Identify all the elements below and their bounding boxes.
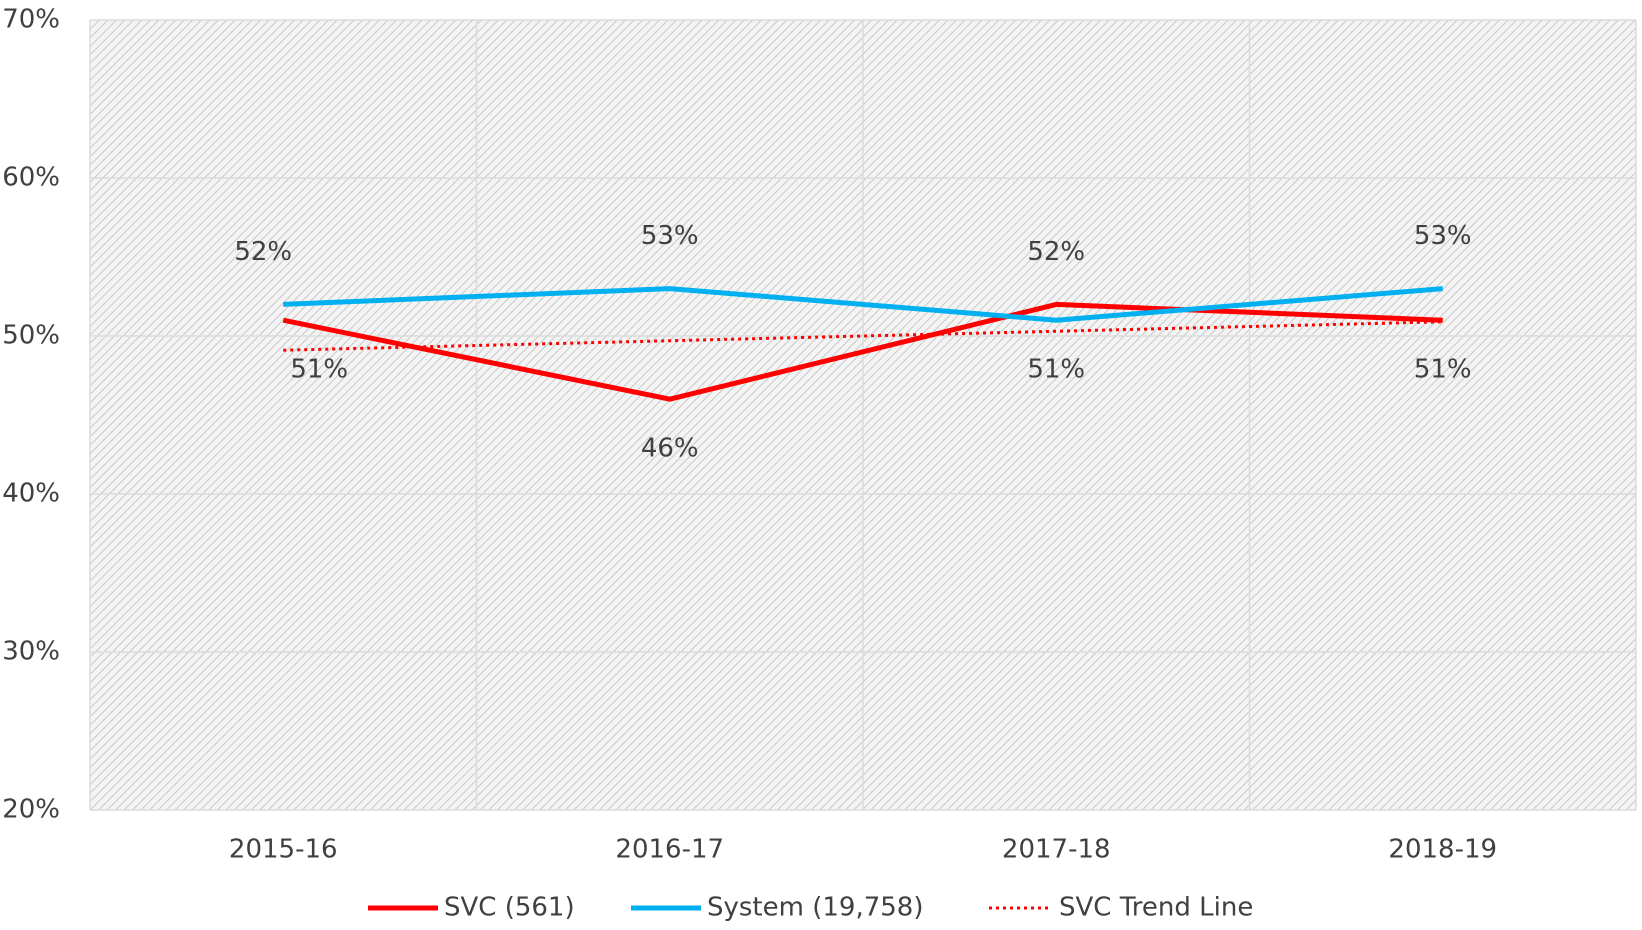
data-label: 53% (641, 221, 699, 251)
y-tick-label: 50% (2, 321, 60, 351)
x-tick-label: 2016-17 (615, 835, 724, 865)
x-tick-label: 2017-18 (1002, 835, 1111, 865)
data-label: 52% (234, 237, 292, 267)
x-tick-label: 2015-16 (229, 835, 338, 865)
data-label: 52% (1027, 237, 1085, 267)
legend-label: System (19,758) (707, 893, 923, 923)
y-tick-label: 20% (2, 795, 60, 825)
series-line (282, 301, 1443, 402)
series-line (283, 320, 1443, 352)
data-label: 53% (1414, 221, 1472, 251)
y-tick-label: 30% (2, 637, 60, 667)
x-tick-label: 2018-19 (1388, 835, 1497, 865)
data-label: 51% (1414, 355, 1472, 385)
y-tick-label: 60% (2, 163, 60, 193)
y-tick-label: 40% (2, 479, 60, 509)
series-line (283, 286, 1443, 323)
data-label: 51% (1027, 355, 1085, 385)
y-tick-label: 70% (2, 5, 60, 35)
legend-label: SVC (561) (444, 893, 575, 923)
data-label: 51% (290, 355, 348, 385)
data-label: 46% (641, 434, 699, 464)
legend-label: SVC Trend Line (1059, 893, 1253, 923)
